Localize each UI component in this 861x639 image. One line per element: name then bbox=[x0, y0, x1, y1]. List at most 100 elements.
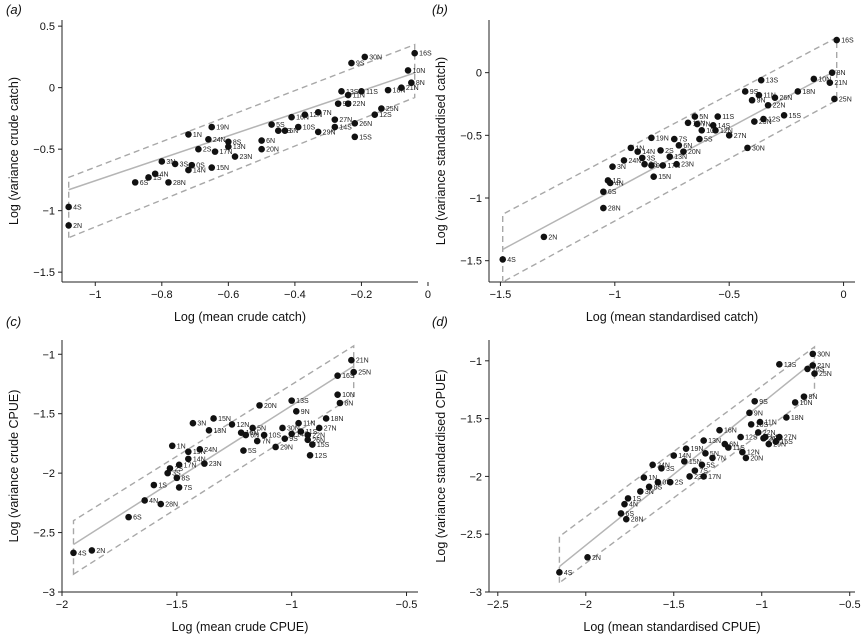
data-point-label: 13S bbox=[346, 89, 359, 96]
data-point-label: 11N bbox=[763, 93, 775, 100]
data-point-label: 19N bbox=[691, 446, 704, 453]
data-point-label: 14N bbox=[678, 453, 691, 460]
x-tick-label: −0.8 bbox=[151, 289, 173, 301]
data-point bbox=[188, 161, 196, 169]
data-point bbox=[185, 448, 192, 456]
data-point-label: 9N bbox=[754, 410, 763, 417]
chart-panel: (a) −1 −0.8 −0.6 −0.4 −0.2 0 0.5 0 −0.5 −1 −1.5 Log … bbox=[6, 2, 432, 324]
data-point bbox=[371, 111, 379, 119]
x-tick-label: −1 bbox=[755, 599, 768, 611]
data-point-label: 4S bbox=[78, 550, 87, 557]
data-point bbox=[684, 119, 692, 127]
y-tick-label: −2 bbox=[42, 468, 55, 480]
data-point bbox=[189, 419, 197, 427]
data-point-label: 13N bbox=[233, 144, 246, 151]
data-point bbox=[666, 153, 674, 160]
data-point-label: 24N bbox=[628, 158, 641, 165]
data-point bbox=[760, 115, 767, 123]
data-point bbox=[748, 96, 756, 104]
data-point bbox=[698, 127, 706, 134]
data-point bbox=[297, 428, 305, 435]
data-point-label: 20N bbox=[266, 147, 279, 154]
data-point bbox=[210, 415, 217, 422]
data-point bbox=[682, 445, 690, 452]
data-point-label: 5N bbox=[699, 114, 708, 121]
data-point-label: 6S bbox=[608, 189, 617, 196]
y-tick-label: −1.5 bbox=[33, 267, 55, 279]
x-tick-label: −0.5 bbox=[396, 599, 418, 611]
data-point-label: 22N bbox=[763, 430, 776, 437]
data-point-label: 24N bbox=[213, 137, 226, 144]
data-point-label: 11S bbox=[722, 114, 734, 121]
data-point-label: 16S bbox=[419, 51, 432, 58]
data-point-label: 2S bbox=[675, 480, 684, 487]
data-point-label: 6N bbox=[729, 442, 738, 449]
data-point-label: 6S bbox=[133, 515, 142, 522]
data-point bbox=[350, 368, 357, 376]
data-point-label: 3S bbox=[172, 471, 181, 478]
data-point bbox=[739, 448, 746, 456]
data-point-label: 8S bbox=[233, 139, 242, 146]
data-point-label: 8N bbox=[808, 394, 817, 401]
data-point bbox=[344, 100, 352, 107]
data-point bbox=[600, 188, 607, 196]
x-tick-label: 0 bbox=[425, 289, 431, 301]
data-point-label: 10S bbox=[303, 125, 316, 132]
y-axis-title: Log (variance crude catch) bbox=[7, 77, 21, 225]
regression-line bbox=[68, 72, 415, 191]
data-point-label: 25N bbox=[839, 96, 852, 103]
data-point bbox=[166, 465, 174, 472]
data-point bbox=[800, 393, 808, 400]
data-point bbox=[700, 437, 707, 444]
data-point-label: 2N bbox=[73, 223, 82, 230]
data-point-label: 17N bbox=[184, 462, 197, 469]
data-point-label: 28N bbox=[173, 180, 186, 187]
data-point-label: 3N bbox=[645, 489, 654, 496]
x-axis-title: Log (mean standardised CPUE) bbox=[583, 620, 760, 634]
data-point bbox=[158, 158, 166, 165]
data-point bbox=[809, 350, 817, 358]
data-point-label: 30N bbox=[817, 351, 830, 358]
data-point bbox=[620, 157, 628, 164]
data-point-label: 29N bbox=[773, 442, 786, 449]
x-tick-label: 0 bbox=[841, 289, 847, 301]
data-point bbox=[358, 88, 365, 95]
data-point bbox=[301, 111, 309, 119]
data-point-label: 12S bbox=[315, 453, 328, 460]
data-point bbox=[725, 444, 732, 451]
data-point bbox=[171, 160, 179, 168]
data-point bbox=[776, 433, 783, 441]
data-point bbox=[168, 442, 176, 450]
data-point-label: 12N bbox=[720, 128, 733, 135]
data-point bbox=[242, 431, 250, 439]
data-point bbox=[125, 513, 132, 521]
data-point-label: 12S bbox=[768, 117, 781, 124]
data-point bbox=[175, 461, 183, 469]
data-point bbox=[648, 134, 655, 142]
x-tick-label: −0.5 bbox=[839, 599, 861, 611]
data-point-label: 10N bbox=[818, 76, 831, 83]
data-point bbox=[709, 122, 717, 129]
data-point-label: 3N bbox=[197, 421, 206, 428]
y-tick-label: −1 bbox=[42, 349, 55, 361]
data-point-label: 11N bbox=[764, 420, 776, 427]
y-tick-label: −1 bbox=[469, 193, 482, 205]
data-point bbox=[826, 79, 834, 86]
data-point bbox=[657, 147, 664, 154]
data-point-label: 1N bbox=[193, 132, 202, 139]
data-point bbox=[260, 431, 268, 439]
data-point bbox=[344, 91, 352, 99]
data-point bbox=[288, 113, 295, 121]
data-point-label: 3S bbox=[666, 466, 675, 473]
data-point-label: 16S bbox=[812, 366, 825, 373]
data-point-label: 12S bbox=[379, 112, 392, 119]
data-point-label: 27N bbox=[734, 133, 747, 140]
data-point bbox=[640, 474, 648, 481]
data-point-label: 23N bbox=[209, 461, 222, 468]
data-point-label: 25N bbox=[358, 370, 371, 377]
data-point bbox=[600, 204, 607, 212]
data-point bbox=[306, 452, 314, 459]
x-tick-label: −2.5 bbox=[487, 599, 509, 611]
data-point bbox=[331, 116, 339, 123]
data-point bbox=[791, 399, 799, 406]
